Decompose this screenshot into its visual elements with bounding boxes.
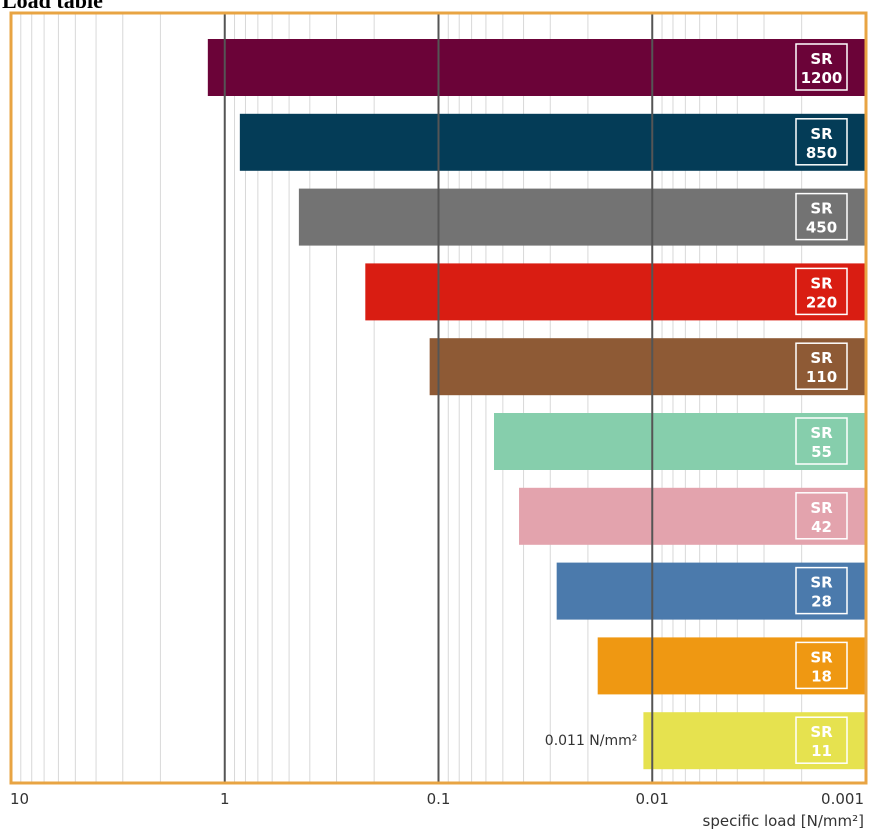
value-annotation: 0.011 N/mm²	[545, 733, 638, 749]
badge-number: 11	[811, 742, 832, 760]
bars-layer	[207, 39, 867, 770]
badge-number: 55	[811, 443, 832, 461]
page-title: Load table	[2, 0, 103, 13]
bar-sr-850	[239, 113, 867, 171]
x-tick-label: 0.01	[636, 790, 669, 808]
badge-number: 18	[811, 667, 832, 685]
bar-sr-1200	[207, 39, 866, 96]
badge-number: 450	[806, 219, 837, 237]
badge-frame	[795, 43, 848, 91]
x-tick-labels: 10 1 0.1 0.01 0.001	[10, 790, 864, 808]
major-grid	[223, 13, 654, 783]
badge-frame	[795, 716, 848, 764]
badge-prefix: SR	[810, 200, 833, 218]
badge-frame	[795, 267, 848, 316]
bar-sr-220	[365, 263, 866, 321]
badge-number: 42	[811, 518, 832, 536]
badge-prefix: SR	[810, 499, 833, 517]
badge-frame	[795, 641, 848, 690]
x-axis-label: specific load [N/mm²]	[703, 812, 864, 830]
bar-sr-11	[643, 712, 866, 770]
x-tick-label: 10	[10, 790, 29, 808]
badge-number: 850	[806, 144, 837, 162]
badge-number: 110	[806, 368, 837, 386]
badge-number: 1200	[801, 69, 843, 87]
badge-number: 220	[806, 293, 837, 311]
bar-sr-55	[493, 413, 866, 470]
badge-prefix: SR	[810, 349, 833, 367]
bar-sr-18	[597, 637, 866, 695]
badge-frame	[795, 192, 848, 241]
badges-layer: SR1200SR850SR450SR220SR110SR55SR42SR28SR…	[795, 43, 848, 764]
badge-prefix: SR	[810, 125, 833, 143]
badge-number: 28	[811, 593, 832, 611]
badge-frame	[795, 417, 848, 465]
x-tick-label: 0.001	[821, 790, 864, 808]
annotations-layer: 0.011 N/mm²	[545, 733, 638, 749]
bar-sr-42	[519, 487, 866, 545]
badge-prefix: SR	[810, 723, 833, 741]
x-tick-label: 1	[220, 790, 230, 808]
badge-prefix: SR	[810, 424, 833, 442]
bar-sr-450	[298, 188, 866, 246]
badge-prefix: SR	[810, 574, 833, 592]
badge-prefix: SR	[810, 274, 833, 292]
bar-sr-28	[556, 562, 866, 620]
bar-sr-110	[429, 338, 866, 396]
x-tick-label: 0.1	[427, 790, 451, 808]
badge-prefix: SR	[810, 648, 833, 666]
badge-frame	[795, 566, 848, 615]
badge-frame	[795, 342, 848, 390]
chart-frame	[9, 11, 868, 785]
badge-frame	[795, 492, 848, 540]
badge-frame	[795, 118, 848, 166]
badge-prefix: SR	[810, 50, 833, 68]
